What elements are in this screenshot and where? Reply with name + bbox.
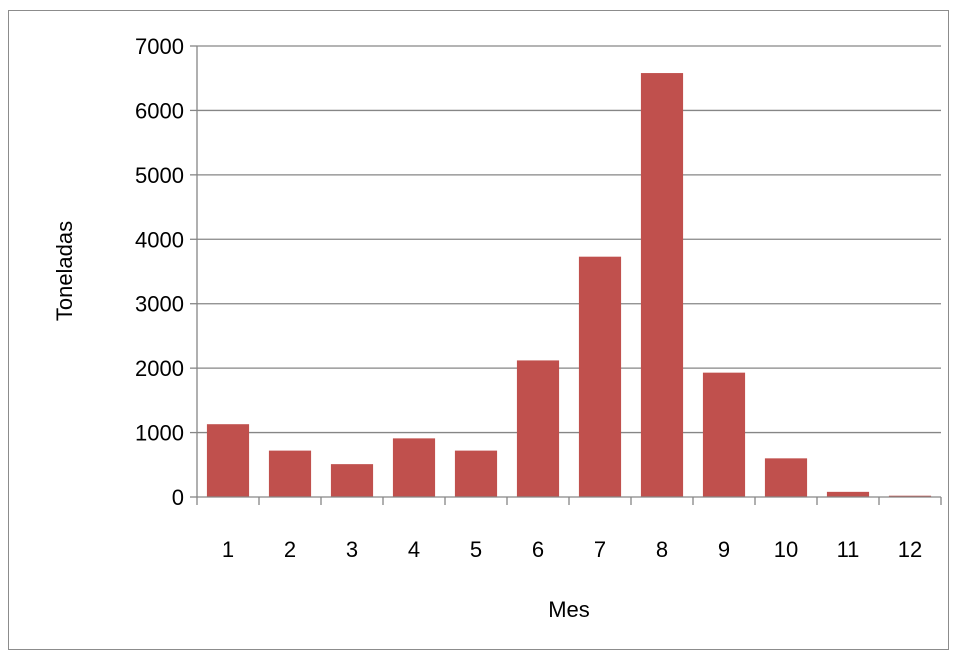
y-tick-labels: 0 1000 2000 3000 4000 5000 6000 7000	[135, 34, 184, 510]
bar-month-1	[206, 424, 250, 497]
x-tick-label: 10	[774, 537, 798, 562]
bars	[206, 73, 932, 497]
y-tick-label: 7000	[135, 34, 184, 59]
y-tick-label: 4000	[135, 227, 184, 252]
y-tick-label: 2000	[135, 356, 184, 381]
x-tick-label: 5	[470, 537, 482, 562]
bar-month-6	[516, 360, 560, 497]
x-tick-label: 3	[346, 537, 358, 562]
gridlines	[197, 45, 941, 434]
y-tick-label: 1000	[135, 421, 184, 446]
x-tick-label: 8	[656, 537, 668, 562]
bar-month-8	[640, 73, 684, 497]
y-tick-label: 5000	[135, 163, 184, 188]
y-tick-label: 0	[172, 485, 184, 510]
x-tick-label: 6	[532, 537, 544, 562]
y-axis-title: Toneladas	[52, 221, 77, 321]
x-tick-labels: 1 2 3 4 5 6 7 8 9 10 11 12	[222, 537, 922, 562]
bar-month-2	[268, 450, 312, 497]
axes	[190, 45, 942, 505]
bar-month-11	[826, 491, 870, 497]
bar-month-7	[578, 256, 622, 497]
bar-month-10	[764, 458, 808, 497]
bar-month-5	[454, 450, 498, 497]
x-tick-label: 12	[898, 537, 922, 562]
x-tick-label: 4	[408, 537, 420, 562]
x-tick-label: 9	[718, 537, 730, 562]
x-tick-label: 7	[594, 537, 606, 562]
x-tick-label: 1	[222, 537, 234, 562]
chart-area	[8, 10, 949, 650]
bar-month-9	[702, 372, 746, 497]
x-tick-label: 11	[837, 537, 860, 562]
bar-month-3	[330, 464, 374, 497]
y-tick-label: 6000	[135, 98, 184, 123]
x-tick-label: 2	[284, 537, 296, 562]
y-tick-label: 3000	[135, 292, 184, 317]
x-axis-title: Mes	[548, 597, 590, 622]
bar-month-4	[392, 438, 436, 497]
